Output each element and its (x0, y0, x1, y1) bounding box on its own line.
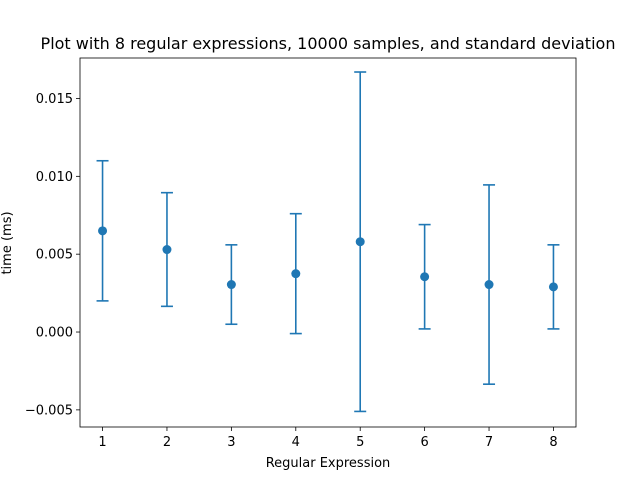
data-point (484, 280, 494, 290)
x-tick-label: 4 (292, 435, 300, 450)
data-point (291, 269, 301, 279)
x-axis-label: Regular Expression (266, 456, 391, 471)
data-point (420, 272, 430, 282)
data-point (226, 280, 236, 290)
data-points (98, 226, 558, 292)
x-tick-label: 5 (356, 435, 364, 450)
y-tick-label: 0.010 (36, 170, 73, 185)
y-tick-label: 0.005 (36, 248, 73, 263)
data-point (98, 226, 108, 236)
y-axis-label: time (ms) (0, 211, 15, 274)
y-tick-label: −0.005 (25, 403, 73, 418)
x-tick-label: 1 (98, 435, 106, 450)
chart-title: Plot with 8 regular expressions, 10000 s… (41, 34, 616, 53)
y-tick-label: 0.000 (36, 326, 73, 341)
x-tick-label: 6 (420, 435, 428, 450)
x-tick-label: 7 (485, 435, 493, 450)
data-point (162, 245, 172, 255)
x-tick-label: 8 (549, 435, 557, 450)
y-tick-label: 0.015 (36, 92, 73, 107)
x-axis-ticks: 1 2 3 4 5 6 7 8 (98, 427, 558, 450)
data-point (355, 237, 365, 247)
x-tick-label: 3 (227, 435, 235, 450)
x-tick-label: 2 (163, 435, 171, 450)
y-axis-ticks: −0.005 0.000 0.005 0.010 0.015 (25, 92, 80, 418)
plot-frame (79, 57, 577, 428)
plot-area (80, 58, 576, 427)
data-point (548, 282, 558, 292)
